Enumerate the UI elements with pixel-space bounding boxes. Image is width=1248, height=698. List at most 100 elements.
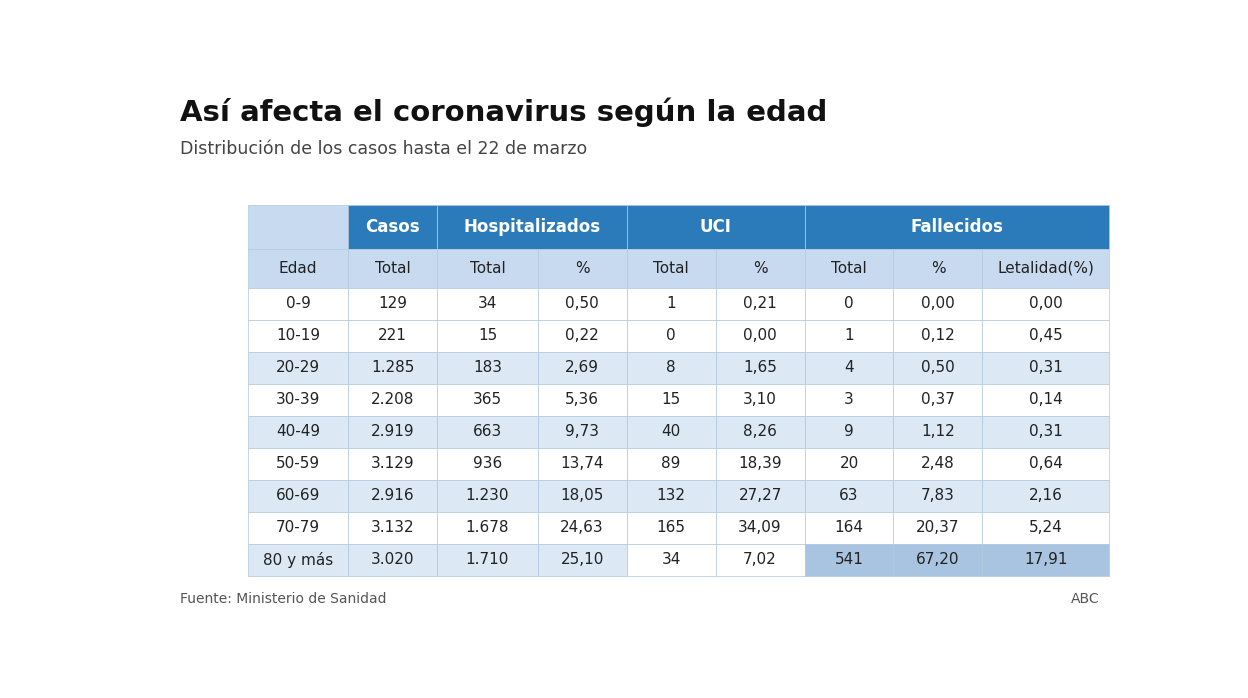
Text: 10-19: 10-19	[276, 329, 321, 343]
Bar	[805, 447, 894, 480]
Bar	[715, 248, 805, 288]
Text: 0,37: 0,37	[921, 392, 955, 408]
Text: 3.020: 3.020	[371, 552, 414, 567]
Bar	[626, 320, 715, 352]
Bar	[538, 447, 626, 480]
Bar	[982, 512, 1108, 544]
Text: 1: 1	[844, 329, 854, 343]
Bar	[437, 352, 538, 384]
Bar	[437, 480, 538, 512]
Text: 34: 34	[478, 297, 497, 311]
Bar	[715, 544, 805, 576]
Bar	[437, 416, 538, 447]
Text: 2,48: 2,48	[921, 456, 955, 471]
Bar	[894, 384, 982, 416]
Bar	[538, 320, 626, 352]
Text: 2.208: 2.208	[371, 392, 414, 408]
Bar	[248, 205, 348, 248]
Text: 0,21: 0,21	[744, 297, 778, 311]
Bar	[248, 416, 348, 447]
Text: 60-69: 60-69	[276, 488, 321, 503]
Bar	[715, 288, 805, 320]
Bar	[538, 384, 626, 416]
Text: 40: 40	[661, 424, 680, 439]
Text: Fuente: Ministerio de Sanidad: Fuente: Ministerio de Sanidad	[180, 592, 387, 606]
Bar	[894, 288, 982, 320]
Text: 89: 89	[661, 456, 681, 471]
Text: 50-59: 50-59	[276, 456, 321, 471]
Bar	[248, 384, 348, 416]
Text: %: %	[575, 261, 589, 276]
Text: 8: 8	[666, 360, 676, 376]
Text: 2.919: 2.919	[371, 424, 414, 439]
Text: 0,00: 0,00	[921, 297, 955, 311]
Text: 1.710: 1.710	[466, 552, 509, 567]
Bar	[894, 248, 982, 288]
Text: 27,27: 27,27	[739, 488, 781, 503]
Bar	[248, 447, 348, 480]
Text: 5,24: 5,24	[1028, 520, 1062, 535]
Bar	[437, 544, 538, 576]
Text: 0,50: 0,50	[565, 297, 599, 311]
Text: %: %	[753, 261, 768, 276]
Bar	[982, 480, 1108, 512]
Text: 34: 34	[661, 552, 681, 567]
Text: 15: 15	[478, 329, 497, 343]
Text: 3,10: 3,10	[743, 392, 778, 408]
Text: 25,10: 25,10	[560, 552, 604, 567]
Text: Hospitalizados: Hospitalizados	[463, 218, 600, 236]
Bar	[805, 480, 894, 512]
Text: 20: 20	[840, 456, 859, 471]
Text: 129: 129	[378, 297, 407, 311]
Bar	[715, 320, 805, 352]
Text: 2,16: 2,16	[1028, 488, 1062, 503]
Text: 20,37: 20,37	[916, 520, 960, 535]
Text: %: %	[931, 261, 945, 276]
Bar	[248, 320, 348, 352]
Text: 30-39: 30-39	[276, 392, 321, 408]
Text: 0: 0	[666, 329, 676, 343]
Bar	[715, 447, 805, 480]
Bar	[715, 416, 805, 447]
Bar	[626, 416, 715, 447]
Text: 40-49: 40-49	[276, 424, 321, 439]
Text: 7,83: 7,83	[921, 488, 955, 503]
Text: 936: 936	[473, 456, 502, 471]
Text: 0,22: 0,22	[565, 329, 599, 343]
Bar	[437, 512, 538, 544]
Text: ABC: ABC	[1071, 592, 1099, 606]
Text: 365: 365	[473, 392, 502, 408]
Bar	[894, 544, 982, 576]
Text: 221: 221	[378, 329, 407, 343]
Text: 15: 15	[661, 392, 680, 408]
Bar	[348, 205, 437, 248]
Bar	[538, 416, 626, 447]
Bar	[538, 512, 626, 544]
Text: 17,91: 17,91	[1023, 552, 1067, 567]
Bar	[348, 352, 437, 384]
Bar	[437, 384, 538, 416]
Text: 67,20: 67,20	[916, 552, 960, 567]
Bar	[348, 248, 437, 288]
Text: 1,65: 1,65	[743, 360, 778, 376]
Text: 0,14: 0,14	[1028, 392, 1062, 408]
Text: 0,45: 0,45	[1028, 329, 1062, 343]
Bar	[805, 416, 894, 447]
Text: Distribución de los casos hasta el 22 de marzo: Distribución de los casos hasta el 22 de…	[180, 140, 588, 158]
Bar	[982, 352, 1108, 384]
Bar	[348, 512, 437, 544]
Bar	[626, 544, 715, 576]
Bar	[538, 352, 626, 384]
Bar	[982, 320, 1108, 352]
Bar	[348, 288, 437, 320]
Text: 0,12: 0,12	[921, 329, 955, 343]
Text: Total: Total	[831, 261, 867, 276]
Bar	[626, 447, 715, 480]
Bar	[626, 384, 715, 416]
Text: 9: 9	[844, 424, 854, 439]
Text: Edad: Edad	[278, 261, 317, 276]
Bar	[248, 480, 348, 512]
Text: 183: 183	[473, 360, 502, 376]
Bar	[348, 416, 437, 447]
Text: 0,00: 0,00	[1028, 297, 1062, 311]
